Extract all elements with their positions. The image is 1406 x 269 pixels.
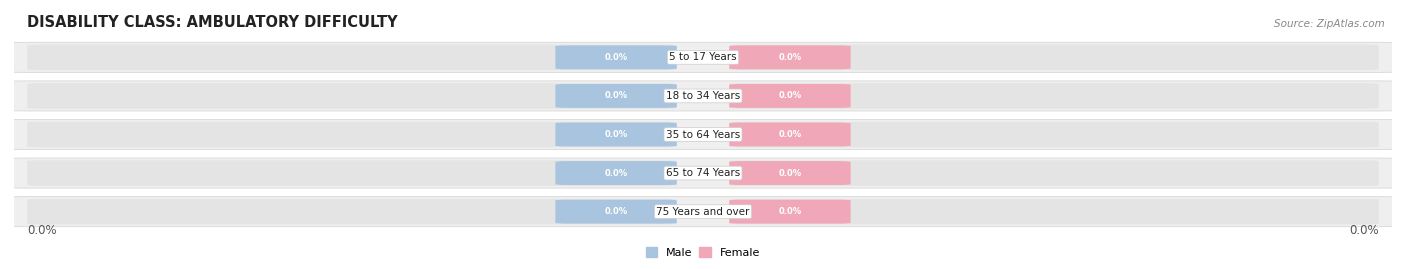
FancyBboxPatch shape <box>730 200 851 224</box>
FancyBboxPatch shape <box>27 160 676 186</box>
FancyBboxPatch shape <box>555 161 676 185</box>
FancyBboxPatch shape <box>730 45 1379 70</box>
Text: 0.0%: 0.0% <box>779 207 801 216</box>
FancyBboxPatch shape <box>555 200 676 224</box>
Text: 0.0%: 0.0% <box>779 53 801 62</box>
Legend: Male, Female: Male, Female <box>647 247 759 258</box>
FancyBboxPatch shape <box>1 42 1405 72</box>
FancyBboxPatch shape <box>730 123 851 146</box>
Text: 0.0%: 0.0% <box>1350 224 1379 237</box>
FancyBboxPatch shape <box>730 199 1379 224</box>
FancyBboxPatch shape <box>730 161 851 185</box>
FancyBboxPatch shape <box>555 45 676 69</box>
FancyBboxPatch shape <box>730 84 851 108</box>
Text: 0.0%: 0.0% <box>779 130 801 139</box>
Text: 0.0%: 0.0% <box>779 91 801 100</box>
FancyBboxPatch shape <box>730 83 1379 109</box>
FancyBboxPatch shape <box>27 122 676 147</box>
Text: DISABILITY CLASS: AMBULATORY DIFFICULTY: DISABILITY CLASS: AMBULATORY DIFFICULTY <box>27 15 398 30</box>
Text: 5 to 17 Years: 5 to 17 Years <box>669 52 737 62</box>
FancyBboxPatch shape <box>27 199 676 224</box>
Text: 75 Years and over: 75 Years and over <box>657 207 749 217</box>
FancyBboxPatch shape <box>27 83 676 109</box>
FancyBboxPatch shape <box>730 45 851 69</box>
Text: 35 to 64 Years: 35 to 64 Years <box>666 129 740 140</box>
FancyBboxPatch shape <box>555 123 676 146</box>
Text: 0.0%: 0.0% <box>605 53 627 62</box>
FancyBboxPatch shape <box>1 81 1405 111</box>
FancyBboxPatch shape <box>730 122 1379 147</box>
FancyBboxPatch shape <box>1 197 1405 227</box>
Text: 0.0%: 0.0% <box>605 91 627 100</box>
FancyBboxPatch shape <box>730 160 1379 186</box>
Text: 18 to 34 Years: 18 to 34 Years <box>666 91 740 101</box>
FancyBboxPatch shape <box>555 84 676 108</box>
FancyBboxPatch shape <box>1 119 1405 150</box>
Text: 0.0%: 0.0% <box>605 207 627 216</box>
Text: 65 to 74 Years: 65 to 74 Years <box>666 168 740 178</box>
Text: 0.0%: 0.0% <box>605 130 627 139</box>
FancyBboxPatch shape <box>1 158 1405 188</box>
FancyBboxPatch shape <box>27 45 676 70</box>
Text: 0.0%: 0.0% <box>779 169 801 178</box>
Text: 0.0%: 0.0% <box>605 169 627 178</box>
Text: Source: ZipAtlas.com: Source: ZipAtlas.com <box>1274 19 1385 29</box>
Text: 0.0%: 0.0% <box>27 224 56 237</box>
